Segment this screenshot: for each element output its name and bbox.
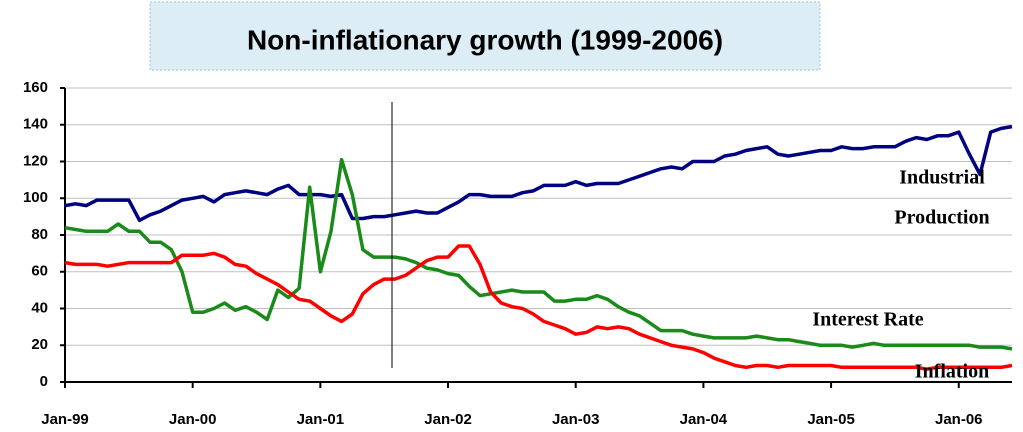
y-tick-label: 40 xyxy=(31,299,48,316)
x-tick-label: Jan-03 xyxy=(552,411,600,428)
annotation: Inflation xyxy=(915,361,989,383)
lines xyxy=(64,124,1013,371)
x-tick-label: Jan-05 xyxy=(807,411,855,428)
annotation: Production xyxy=(894,207,989,229)
x-tick-label: Jan-00 xyxy=(169,411,217,428)
grid: 0 20 40 60 80 100 120 140 160 Jan-99 Jan-00 Jan-01 J… xyxy=(23,79,1012,428)
y-tick-label: 20 xyxy=(31,336,48,353)
y-tick-label: 120 xyxy=(23,152,48,169)
y-tick-label: 60 xyxy=(31,263,48,280)
y-tick-label: 160 xyxy=(23,79,48,96)
annotation: Interest Rate xyxy=(812,309,923,331)
x-tick-label: Jan-99 xyxy=(41,411,89,428)
x-tick-label: Jan-02 xyxy=(424,411,472,428)
annotation: Industrial xyxy=(899,167,985,189)
series-line xyxy=(64,157,1013,351)
chart-title: Non-inflationary growth (1999-2006) xyxy=(247,24,723,55)
x-tick-label: Jan-06 xyxy=(935,411,983,428)
series-line xyxy=(64,124,1013,223)
y-tick-label: 80 xyxy=(31,226,48,243)
y-tick-label: 100 xyxy=(23,189,48,206)
title-box xyxy=(149,1,821,71)
x-tick-label: Jan-01 xyxy=(297,411,345,428)
y-tick-label: 140 xyxy=(23,116,48,133)
y-tick-label: 0 xyxy=(40,373,48,390)
series-line xyxy=(64,244,1013,371)
x-tick-label: Jan-04 xyxy=(680,411,728,428)
